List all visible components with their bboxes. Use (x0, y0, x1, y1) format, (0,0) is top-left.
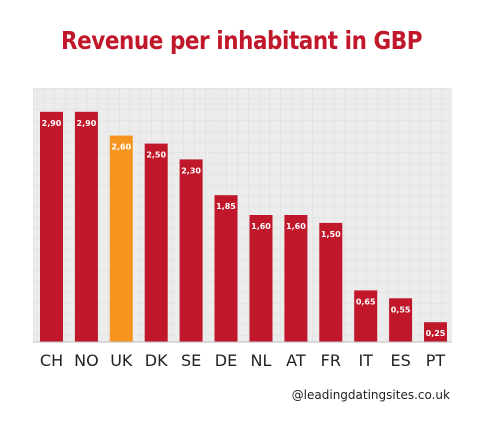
x-tick-label: DK (145, 351, 168, 370)
chart-title: Revenue per inhabitant in GBP (60, 26, 423, 55)
x-tick-label: DE (215, 351, 237, 370)
x-tick-label: FR (321, 351, 341, 370)
bar-value-label: 2,90 (42, 119, 62, 128)
bar-de (214, 195, 238, 342)
bar-no (74, 111, 98, 342)
bar-value-label: 2,90 (77, 119, 97, 128)
bar-value-label: 0,25 (426, 329, 446, 338)
x-tick-label: PT (426, 351, 446, 370)
x-tick-label: CH (40, 351, 63, 370)
plot-grid (33, 88, 452, 342)
x-tick-label: AT (286, 351, 306, 370)
x-tick-label: SE (181, 351, 201, 370)
source-credit: @leadingdatingsites.co.uk (291, 388, 450, 402)
bar-dk (144, 143, 168, 342)
bar-value-label: 1,50 (321, 230, 341, 239)
x-tick-label: ES (390, 351, 410, 370)
bar-value-label: 0,55 (391, 305, 411, 314)
bar-it (354, 290, 378, 342)
bar-value-label: 2,60 (111, 143, 131, 152)
x-tick-label: NL (251, 351, 272, 370)
bar-at (284, 215, 308, 342)
bar-value-label: 2,50 (146, 151, 166, 160)
bar-es (389, 298, 413, 342)
bar-value-label: 2,30 (181, 166, 201, 175)
bar-value-label: 0,65 (356, 297, 376, 306)
x-tick-label: UK (110, 351, 133, 370)
bar-pt (424, 322, 447, 342)
bar-ch (40, 111, 63, 342)
bar-value-label: 1,60 (286, 222, 306, 231)
x-tick-label: IT (358, 351, 373, 370)
bar-value-label: 1,60 (251, 222, 271, 231)
bar-se (179, 159, 203, 342)
bar-uk (109, 135, 133, 342)
bar-value-label: 1,85 (216, 202, 236, 211)
bar-nl (249, 215, 273, 342)
bar-fr (319, 222, 343, 342)
x-tick-label: NO (74, 351, 99, 370)
